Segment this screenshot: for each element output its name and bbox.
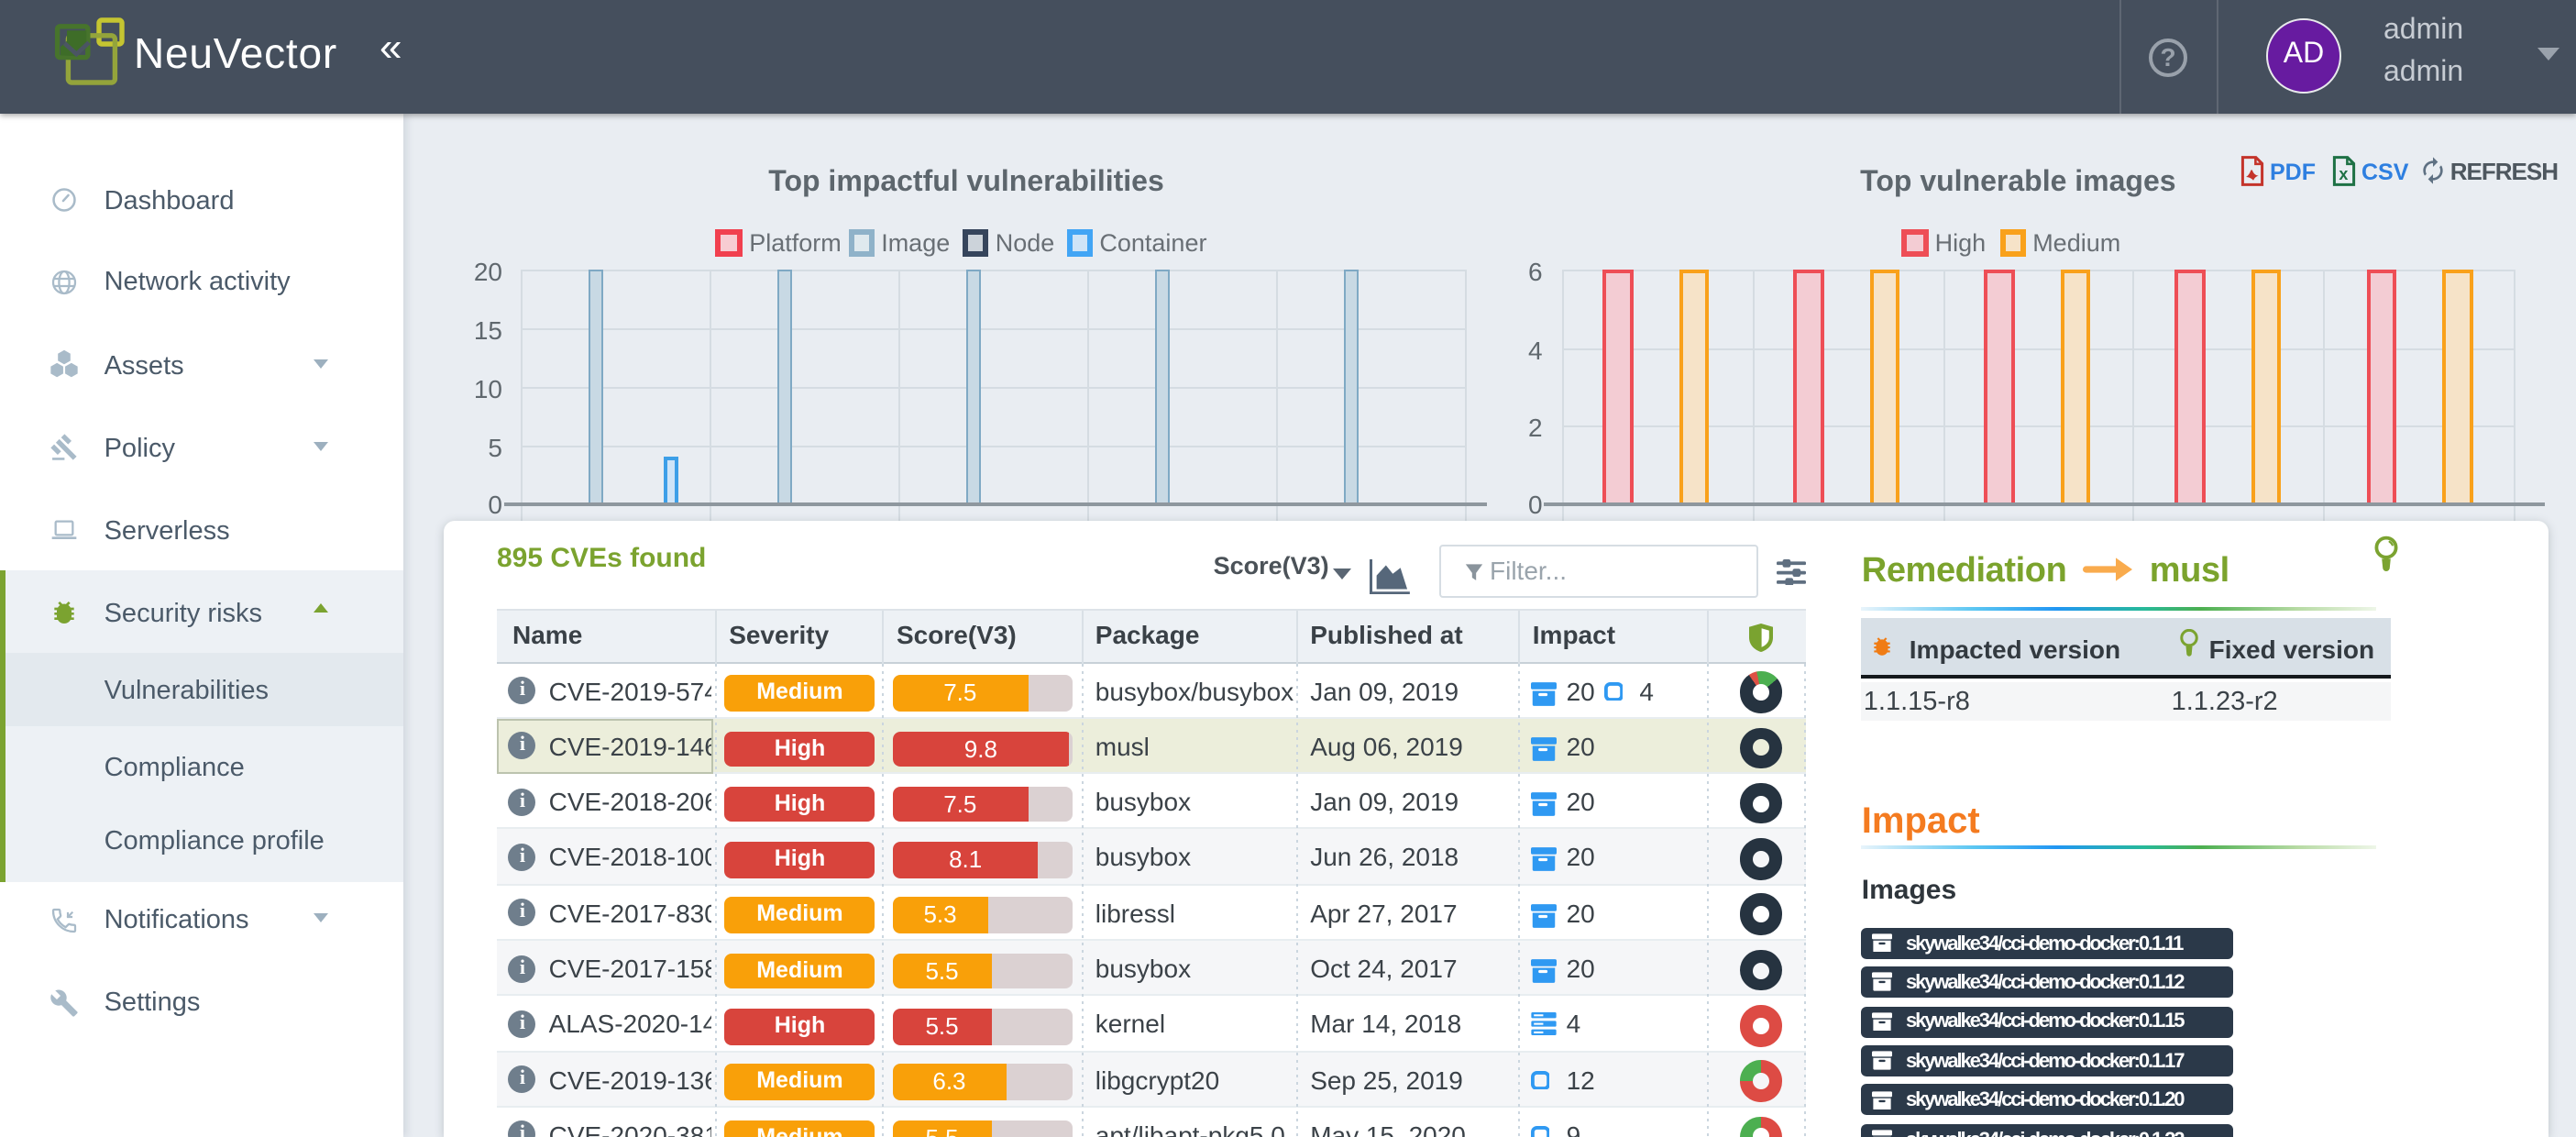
svg-text:x: x — [2339, 165, 2348, 183]
